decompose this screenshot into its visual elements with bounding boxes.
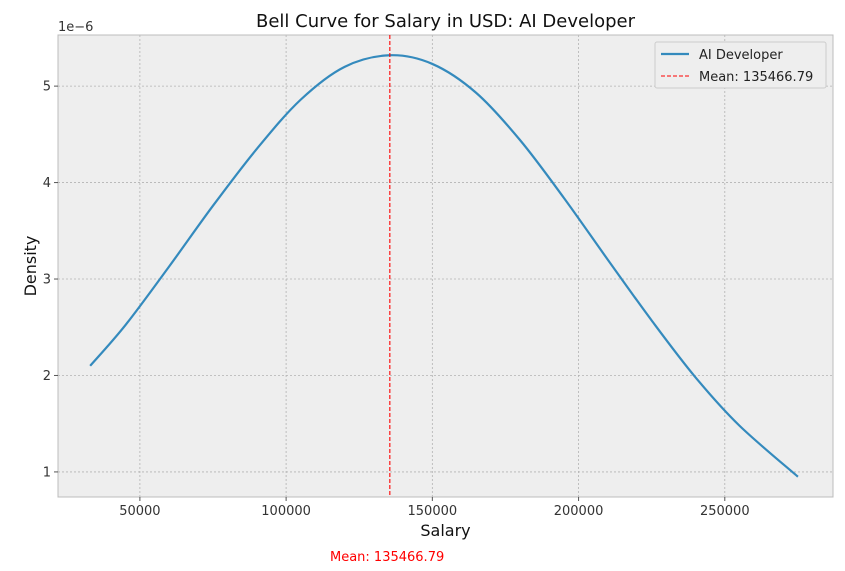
x-tick-label-2: 150000 — [408, 504, 458, 519]
mean-annotation: Mean: 135466.79 — [330, 550, 445, 565]
plot-frame — [57, 34, 834, 498]
y-tick-label-0: 1 — [43, 465, 51, 480]
x-tick-label-1: 100000 — [261, 504, 311, 519]
x-tick-label-3: 200000 — [554, 504, 604, 519]
plot-background — [58, 35, 833, 497]
legend-label-series: AI Developer — [699, 48, 783, 63]
y-tick-label-4: 5 — [43, 80, 51, 95]
legend-label-mean: Mean: 135466.79 — [699, 70, 813, 85]
legend-box — [654, 41, 827, 89]
y-axis-label: Density — [21, 236, 40, 297]
x-axis-label: Salary — [420, 521, 470, 540]
y-tick-label-2: 3 — [43, 273, 51, 288]
y-tick-label-1: 2 — [43, 369, 51, 384]
x-tick-label-4: 250000 — [700, 504, 750, 519]
x-tick-label-0: 50000 — [119, 504, 160, 519]
series-line-0 — [89, 54, 799, 478]
y-tick-label-3: 4 — [43, 176, 51, 191]
y-scale-label: 1e−6 — [58, 20, 93, 35]
chart-title: Bell Curve for Salary in USD: AI Develop… — [256, 11, 636, 32]
